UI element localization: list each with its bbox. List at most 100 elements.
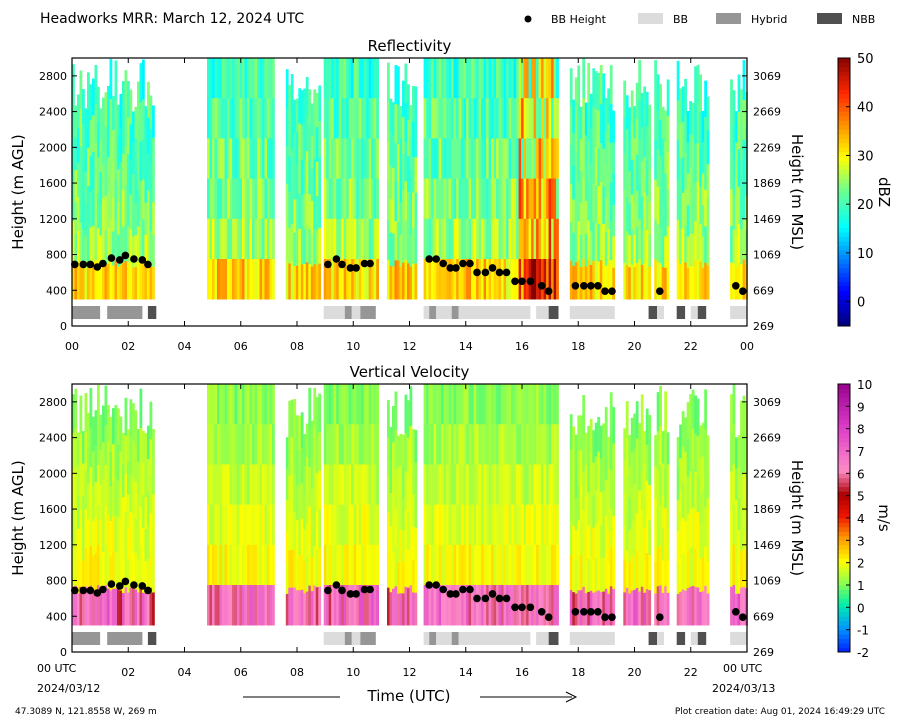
echo-cell [232, 464, 235, 505]
echo-cell [664, 547, 667, 587]
echo-cell [358, 218, 362, 260]
echo-cell [295, 555, 299, 591]
echo-cell [371, 178, 374, 220]
echo-cell [209, 138, 213, 179]
echo-cell [486, 58, 489, 99]
echo-cell [343, 585, 347, 626]
y-tick-label: 2800 [39, 396, 67, 409]
echo-cell [142, 528, 145, 561]
echo-cell [584, 496, 588, 530]
echo-cell [373, 464, 377, 505]
echo-cell [597, 521, 601, 557]
figure-title: Headworks MRR: March 12, 2024 UTC [40, 11, 304, 27]
echo-cell [438, 384, 442, 425]
echo-cell [461, 58, 464, 99]
echo-cell [493, 178, 497, 220]
echo-cell [438, 585, 442, 626]
echo-cell [363, 178, 367, 220]
echo-cell [572, 99, 576, 134]
echo-cell [212, 138, 215, 179]
colorbar-tick-label: 5 [857, 490, 865, 504]
echo-segment [423, 384, 559, 626]
echo-cell [625, 231, 629, 266]
echo-cell [666, 116, 670, 153]
echo-cell [463, 58, 467, 99]
echo-cell [443, 58, 447, 99]
echo-cell [476, 58, 479, 99]
echo-cell [84, 470, 88, 510]
echo-cell [633, 484, 637, 520]
echo-cell [587, 426, 591, 460]
echo-cell [219, 504, 223, 546]
y2-tick-label: 2669 [753, 432, 781, 445]
echo-cell [448, 424, 452, 465]
bb-height-point [425, 581, 434, 589]
bb-height-point [459, 259, 467, 268]
echo-cell [323, 259, 327, 300]
echo-cell [473, 178, 477, 220]
echo-cell [300, 447, 304, 484]
bb-type-bar-hybrid [451, 632, 459, 645]
echo-cell [139, 181, 143, 221]
echo-cell [461, 464, 464, 505]
echo-cell [262, 98, 265, 139]
colorbar-cell [838, 169, 850, 175]
echo-cell [229, 384, 233, 425]
bb-height-point [571, 608, 580, 616]
echo-cell [74, 137, 78, 171]
echo-cell [272, 544, 275, 586]
echo-cell [546, 585, 549, 626]
echo-cell [331, 178, 334, 220]
echo-cell [656, 430, 660, 471]
colorbar-tick-label: 20 [857, 198, 874, 213]
echo-cell [229, 544, 233, 586]
echo-cell [478, 259, 482, 300]
colorbar-tick-label: 9 [857, 400, 865, 414]
colorbar-tick-label: -1 [857, 624, 869, 638]
echo-cell [341, 585, 344, 626]
echo-cell [597, 486, 601, 522]
echo-cell [109, 259, 113, 300]
echo-cell [234, 218, 238, 260]
echo-cell [102, 515, 105, 553]
colorbar-cell [838, 504, 850, 510]
echo-cell [397, 498, 400, 531]
echo-cell [72, 394, 75, 433]
echo-cell [82, 463, 85, 497]
colorbar-cell [838, 129, 850, 135]
echo-cell [483, 58, 487, 99]
echo-cell [706, 435, 710, 468]
echo-cell [730, 394, 733, 434]
echo-cell [536, 464, 539, 505]
echo-cell [341, 384, 344, 425]
echo-cell [628, 434, 632, 467]
echo-cell [114, 551, 118, 589]
echo-segment [285, 387, 322, 626]
echo-cell [654, 435, 657, 468]
echo-cell [333, 544, 337, 586]
echo-cell [706, 265, 710, 300]
echo-cell [207, 259, 210, 300]
bb-height-point [338, 586, 346, 595]
echo-cell [443, 424, 447, 465]
colorbar-cell [838, 535, 850, 541]
echo-cell [625, 401, 629, 439]
bb-height-point [425, 255, 434, 263]
echo-cell [387, 400, 390, 438]
echo-cell [267, 259, 270, 300]
echo-cell [392, 515, 395, 553]
echo-cell [486, 259, 489, 300]
echo-cell [511, 504, 514, 546]
echo-cell [458, 464, 462, 505]
echo-cell [79, 146, 83, 186]
echo-cell [541, 58, 544, 99]
echo-cell [635, 401, 639, 439]
echo-cell [478, 504, 482, 546]
colorbar-cell [838, 634, 850, 639]
echo-cell [453, 259, 457, 300]
echo-cell [689, 586, 692, 626]
echo-cell [640, 230, 644, 266]
echo-cell [446, 384, 449, 425]
echo-cell [244, 259, 248, 300]
echo-cell [298, 193, 302, 230]
